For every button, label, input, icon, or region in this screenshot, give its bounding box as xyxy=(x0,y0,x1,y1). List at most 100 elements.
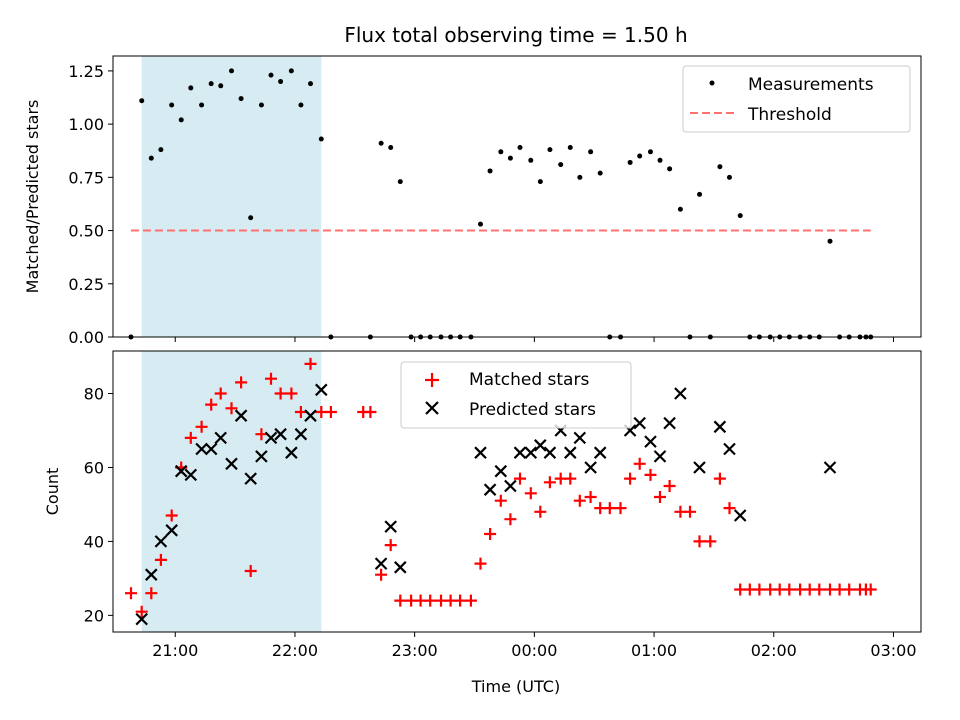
predicted-star-point xyxy=(644,435,657,448)
matched-star-point xyxy=(704,535,717,548)
predicted-star-point xyxy=(255,450,268,463)
count-axes-frame xyxy=(112,350,922,633)
y-tick-label: 1.25 xyxy=(68,62,104,81)
measurement-point xyxy=(308,81,314,87)
measurement-point xyxy=(717,164,723,170)
predicted-star-point xyxy=(174,464,188,478)
matched-star-point xyxy=(154,553,167,566)
matched-star-point xyxy=(723,502,736,515)
measurement-point xyxy=(558,162,564,168)
predicted-star-point xyxy=(534,439,547,452)
measurement-point xyxy=(507,155,513,161)
ratio-axes-frame xyxy=(112,55,922,338)
matched-star-point xyxy=(375,568,388,581)
legend-measurements-label: Measurements xyxy=(748,75,874,95)
matched-star-point xyxy=(813,583,826,596)
x-tick-label: 00:00 xyxy=(511,641,557,660)
matched-star-point xyxy=(384,539,397,552)
predicted-star-point xyxy=(214,431,227,445)
ratio-legend: Measurements Threshold xyxy=(682,65,911,133)
matched-star-point xyxy=(364,406,377,418)
measurement-point xyxy=(547,147,553,153)
predicted-star-point xyxy=(513,446,527,459)
y-tick-label: 20 xyxy=(84,606,104,625)
matched-star-point xyxy=(494,494,507,507)
measurement-point xyxy=(188,85,194,91)
legend-matched-label: Matched stars xyxy=(469,370,589,390)
ratio-marks xyxy=(128,68,874,340)
measurement-point xyxy=(657,157,663,163)
measurement-point xyxy=(318,136,324,142)
predicted-star-point xyxy=(504,479,517,493)
matched-star-point xyxy=(274,387,287,400)
x-tick-label: 03:00 xyxy=(870,641,916,660)
matched-star-point xyxy=(394,594,407,607)
matched-star-point xyxy=(464,594,477,607)
matched-star-point xyxy=(474,557,487,570)
x-tick-label: 23:00 xyxy=(392,641,438,660)
matched-star-point xyxy=(624,472,637,485)
measurement-point xyxy=(677,206,683,212)
measurement-point xyxy=(278,79,284,85)
predicted-star-point xyxy=(593,446,607,459)
predicted-star-point xyxy=(264,431,278,445)
matched-star-point xyxy=(534,505,547,518)
matched-star-point xyxy=(843,583,856,596)
predicted-star-point xyxy=(474,446,487,459)
matched-star-point xyxy=(603,502,616,515)
count-legend: Matched stars Predicted stars xyxy=(400,361,632,429)
y-tick-label: 60 xyxy=(84,458,104,477)
predicted-star-point xyxy=(524,446,538,459)
measurement-point xyxy=(637,153,643,159)
count-y-axis-label: Count xyxy=(43,468,62,516)
measurement-point xyxy=(268,72,274,78)
matched-star-point xyxy=(294,406,307,418)
measurement-point xyxy=(487,168,493,174)
measurement-point xyxy=(139,98,145,104)
matched-star-point xyxy=(285,387,298,400)
matched-star-point xyxy=(324,406,337,418)
predicted-star-point xyxy=(274,427,287,441)
ratio-axis-ticks: 0.00 0.25 0.50 0.75 1.00 1.25 xyxy=(68,62,894,347)
x-tick-label: 02:00 xyxy=(751,641,797,660)
y-tick-label: 0.75 xyxy=(68,168,104,187)
chart-title: Flux total observing time = 1.50 h xyxy=(344,23,687,47)
x-axis-label: Time (UTC) xyxy=(471,677,560,696)
matched-star-point xyxy=(753,583,766,596)
predicted-star-point xyxy=(165,524,178,537)
predicted-star-point xyxy=(184,468,198,482)
predicted-star-point xyxy=(285,446,298,459)
matched-star-point xyxy=(644,468,657,481)
measurement-point xyxy=(597,170,603,176)
matched-star-point xyxy=(454,594,467,607)
matched-star-point xyxy=(584,491,597,503)
predicted-star-point xyxy=(674,387,687,400)
legend-matched-marker xyxy=(425,373,439,387)
y-tick-label: 40 xyxy=(84,532,104,551)
measurement-point xyxy=(178,117,184,123)
predicted-star-point xyxy=(294,427,308,441)
predicted-star-point xyxy=(663,416,676,430)
count-legend-box xyxy=(400,361,632,429)
y-tick-label: 0.00 xyxy=(68,328,104,347)
measurement-point xyxy=(397,179,403,185)
predicted-star-point xyxy=(723,442,736,456)
matched-star-point xyxy=(504,513,517,526)
matched-star-point xyxy=(484,528,497,540)
matched-star-point xyxy=(783,583,796,596)
matched-star-point xyxy=(573,494,586,507)
y-tick-label: 0.25 xyxy=(68,275,104,294)
measurement-point xyxy=(737,213,743,219)
predicted-star-point xyxy=(823,461,837,474)
matched-star-point xyxy=(543,476,556,489)
predicted-star-point xyxy=(204,442,218,456)
measurement-point xyxy=(218,83,224,89)
matched-star-point xyxy=(235,376,248,389)
matched-star-point xyxy=(864,583,877,596)
ratio-y-axis-label: Matched/Predicted stars xyxy=(23,100,42,294)
predicted-star-point xyxy=(543,446,557,459)
y-tick-label: 1.00 xyxy=(68,115,104,134)
predicted-star-point xyxy=(234,409,248,422)
predicted-star-point xyxy=(384,520,397,533)
